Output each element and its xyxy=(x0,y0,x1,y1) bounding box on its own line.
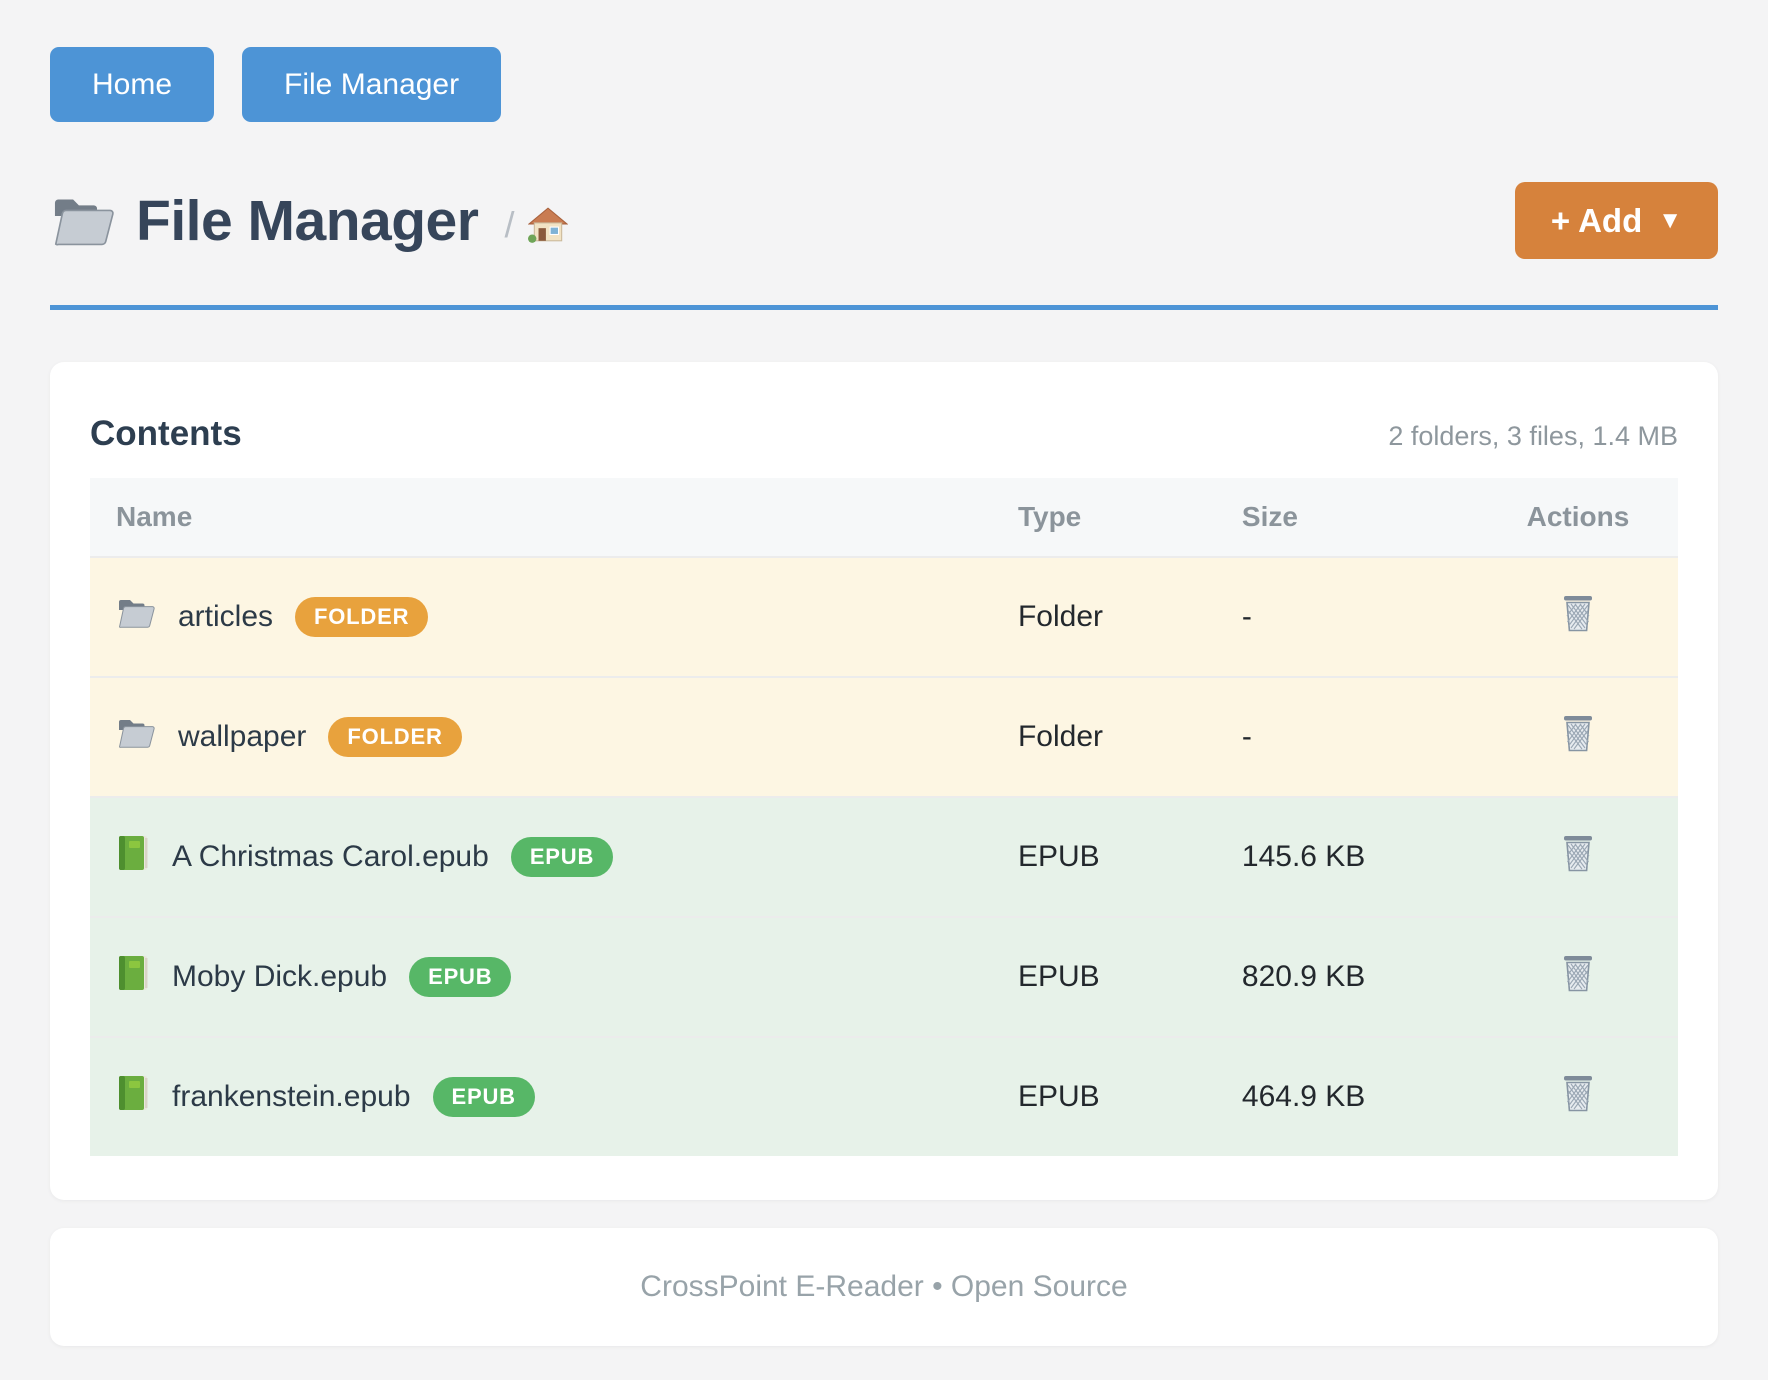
file-type: EPUB xyxy=(991,916,1216,1037)
delete-button[interactable] xyxy=(1561,833,1595,873)
delete-button[interactable] xyxy=(1561,1073,1595,1113)
table-header-row: Name Type Size Actions xyxy=(90,478,1678,557)
page: Home File Manager File Manager / xyxy=(50,47,1718,1346)
contents-card: Contents 2 folders, 3 files, 1.4 MB Name… xyxy=(50,362,1718,1200)
column-header-type: Type xyxy=(991,478,1216,557)
title-group: File Manager / xyxy=(50,188,569,254)
book-icon xyxy=(116,953,150,1001)
folder-icon xyxy=(116,716,156,758)
file-table-body: articles FOLDER Folder - xyxy=(90,556,1678,1156)
home-nav-button[interactable]: Home xyxy=(50,47,215,122)
footer: CrossPoint E-Reader • Open Source xyxy=(50,1228,1718,1346)
contents-summary: 2 folders, 3 files, 1.4 MB xyxy=(1388,421,1678,451)
trash-icon xyxy=(1561,836,1595,876)
page-header: File Manager / + Add ▼ xyxy=(50,182,1718,259)
trash-icon xyxy=(1561,716,1595,756)
file-badge: EPUB xyxy=(432,1077,535,1117)
file-type: EPUB xyxy=(991,1036,1216,1156)
chevron-down-icon: ▼ xyxy=(1658,206,1682,234)
open-folder-icon xyxy=(50,192,116,250)
home-breadcrumb-icon[interactable] xyxy=(528,206,569,244)
delete-button[interactable] xyxy=(1561,713,1595,753)
file-name[interactable]: Moby Dick.epub xyxy=(172,960,388,993)
file-type: EPUB xyxy=(991,796,1216,917)
file-name[interactable]: A Christmas Carol.epub xyxy=(172,840,489,873)
file-badge: FOLDER xyxy=(295,597,429,637)
delete-button[interactable] xyxy=(1561,593,1595,633)
top-nav: Home File Manager xyxy=(50,47,1718,122)
file-badge: EPUB xyxy=(409,957,512,997)
file-name[interactable]: wallpaper xyxy=(178,720,307,753)
header-divider xyxy=(50,305,1718,310)
file-size: 464.9 KB xyxy=(1215,1036,1478,1156)
file-manager-nav-button[interactable]: File Manager xyxy=(242,47,502,122)
trash-icon xyxy=(1561,1076,1595,1116)
footer-text: CrossPoint E-Reader • Open Source xyxy=(640,1270,1128,1303)
table-row[interactable]: frankenstein.epub EPUB EPUB 464.9 KB xyxy=(90,1036,1678,1156)
file-size: - xyxy=(1215,556,1478,677)
add-button[interactable]: + Add ▼ xyxy=(1514,182,1718,259)
page-title: File Manager xyxy=(136,188,479,253)
book-icon xyxy=(116,1073,150,1121)
breadcrumb-separator: / xyxy=(504,203,515,245)
table-row[interactable]: wallpaper FOLDER Folder - xyxy=(90,676,1678,797)
contents-card-header: Contents 2 folders, 3 files, 1.4 MB xyxy=(90,414,1678,454)
delete-button[interactable] xyxy=(1561,953,1595,993)
table-row[interactable]: A Christmas Carol.epub EPUB EPUB 145.6 K… xyxy=(90,796,1678,917)
file-table: Name Type Size Actions articles FOLDER xyxy=(90,478,1678,1156)
column-header-name: Name xyxy=(90,478,992,557)
file-badge: EPUB xyxy=(510,837,614,877)
table-row[interactable]: Moby Dick.epub EPUB EPUB 820.9 KB xyxy=(90,916,1678,1037)
file-name[interactable]: articles xyxy=(178,600,274,633)
contents-title: Contents xyxy=(90,414,242,453)
file-size: - xyxy=(1215,676,1478,797)
column-header-size: Size xyxy=(1215,478,1478,557)
trash-icon xyxy=(1561,596,1595,636)
file-type: Folder xyxy=(991,676,1216,797)
add-button-label: + Add xyxy=(1550,201,1643,239)
book-icon xyxy=(116,833,150,881)
column-header-actions: Actions xyxy=(1477,478,1678,557)
file-badge: FOLDER xyxy=(328,717,462,757)
table-row[interactable]: articles FOLDER Folder - xyxy=(90,556,1678,677)
trash-icon xyxy=(1561,956,1595,996)
folder-icon xyxy=(116,596,156,638)
file-size: 145.6 KB xyxy=(1215,796,1478,917)
file-size: 820.9 KB xyxy=(1215,916,1478,1037)
file-type: Folder xyxy=(991,556,1216,677)
file-name[interactable]: frankenstein.epub xyxy=(172,1080,411,1113)
